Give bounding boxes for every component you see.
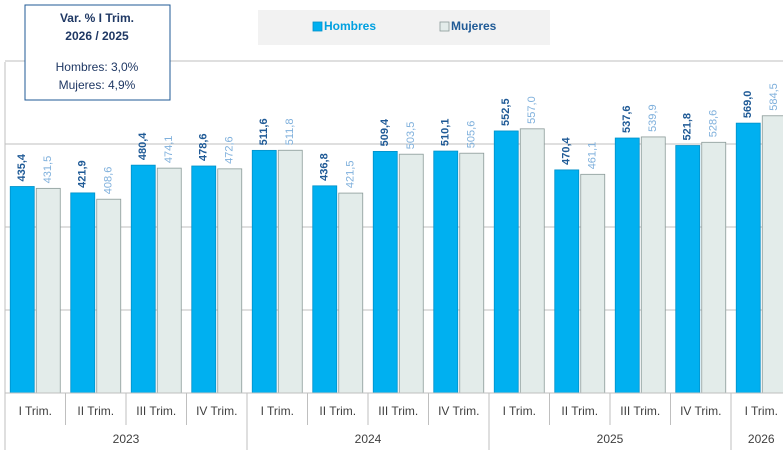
x-tick-label: I Trim. [261,404,294,418]
value-label: 435,4 [16,153,28,181]
value-label: 472,6 [224,136,236,164]
value-label: 521,8 [682,113,694,141]
value-label: 431,5 [42,156,54,184]
bar [156,167,182,394]
x-tick-label: II Trim. [319,404,356,418]
group-label: 2025 [597,432,624,446]
legend-label: Hombres [324,19,376,33]
bar [70,192,96,394]
group-label: 2026 [748,432,775,446]
group-label: 2024 [355,432,382,446]
x-tick-label: III Trim. [378,404,418,418]
bar [277,149,303,394]
value-label: 509,4 [379,118,391,146]
x-tick-label: II Trim. [561,404,598,418]
bar [338,192,364,394]
bar [735,122,761,394]
x-tick-label: III Trim. [620,404,660,418]
value-label: 511,8 [284,119,296,146]
value-label: 557,0 [526,96,538,124]
value-label: 510,1 [440,119,452,147]
bar [459,152,485,394]
bar [35,187,61,394]
x-tick-label: III Trim. [136,404,176,418]
plot-area: 435,4 431,5 I Trim. 421,9 408,6 II Trim. 480,4… [4,60,783,450]
value-label: 480,4 [137,132,149,160]
bar [191,165,217,394]
annotation-title: Var. % I Trim. [60,11,134,25]
bar [433,150,459,394]
x-tick-label: I Trim. [19,404,52,418]
value-label: 408,6 [103,167,115,195]
x-tick-label: IV Trim. [680,404,721,418]
group-label: 2023 [113,432,140,446]
value-label: 569,0 [742,91,754,119]
annotation-box [24,4,171,101]
x-tick-label: II Trim. [77,404,114,418]
bar [372,150,398,394]
annotation-line: Hombres: 3,0% [56,60,139,74]
bar [130,164,156,394]
bar [614,137,640,394]
annotation-title: 2026 / 2025 [65,29,129,43]
bar [761,115,783,394]
bar [554,169,580,394]
value-label: 552,5 [500,98,512,126]
legend-swatch [439,21,450,32]
bar [640,136,666,394]
value-label: 584,5 [768,83,780,111]
annotation-line: Mujeres: 4,9% [59,78,136,92]
bar [493,130,519,394]
bar [217,168,243,394]
legend-label: Mujeres [451,19,497,33]
bar [251,149,277,394]
value-label: 505,6 [466,121,478,149]
value-label: 421,9 [77,160,89,188]
bar [9,186,35,394]
value-label: 421,5 [345,161,357,189]
bar [398,153,424,394]
value-label: 436,8 [319,153,331,181]
value-label: 461,1 [587,142,599,170]
x-tick-label: I Trim. [503,404,536,418]
legend-swatch [312,21,323,32]
bar [96,198,122,394]
x-tick-label: I Trim. [745,404,778,418]
bar [701,141,727,394]
x-tick-label: IV Trim. [438,404,479,418]
bar [519,128,545,394]
value-label: 470,4 [561,136,573,164]
value-label: 528,6 [708,110,720,138]
value-label: 478,6 [198,133,210,161]
value-label: 503,5 [405,122,417,150]
x-tick-label: IV Trim. [196,404,237,418]
bar [675,145,701,394]
bar [312,185,338,394]
bar [580,173,606,394]
value-label: 474,1 [163,136,175,164]
value-label: 539,9 [647,104,659,132]
legend-box [258,10,550,45]
value-label: 511,6 [258,118,270,145]
value-label: 537,6 [621,105,633,133]
